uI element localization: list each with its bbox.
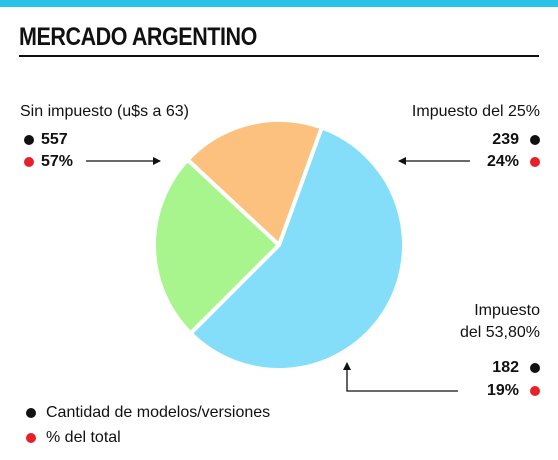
count-marker-impuesto-25 [530, 135, 540, 145]
chart-title: MERCADO ARGENTINO [19, 23, 257, 51]
percent-marker-impuesto-25 [530, 157, 540, 167]
percent-marker-sin-impuesto [24, 157, 34, 167]
legend-text-porcentaje: % del total [46, 429, 121, 446]
count-impuesto-25: 239 [492, 131, 519, 148]
top-accent-bar [0, 0, 558, 7]
count-marker-impuesto-5380 [530, 363, 540, 373]
percent-marker-impuesto-5380 [530, 386, 540, 396]
slice-impuesto-5380 [185, 118, 324, 247]
label-sin-impuesto: Sin impuesto (u$s a 63) [20, 103, 189, 120]
label-impuesto-5380-line2: del 53,80% [459, 324, 540, 341]
count-impuesto-5380: 182 [492, 359, 519, 376]
count-marker-sin-impuesto [24, 135, 34, 145]
percent-impuesto-25: 24% [486, 153, 519, 170]
arrow-impuesto-5380 [343, 362, 458, 392]
label-impuesto-5380-line1: Impuesto [474, 302, 540, 319]
legend-marker-black [26, 408, 36, 418]
percent-impuesto-5380: 19% [486, 382, 519, 399]
legend-marker-red [26, 433, 36, 443]
percent-sin-impuesto: 57% [41, 153, 74, 170]
count-sin-impuesto: 557 [41, 131, 68, 148]
legend-text-cantidad: Cantidad de modelos/versiones [46, 404, 271, 421]
label-impuesto-25: Impuesto del 25% [411, 103, 540, 120]
slice-impuesto-25 [152, 157, 281, 336]
title-underline [19, 55, 539, 57]
slice-sin-impuesto [188, 125, 406, 372]
